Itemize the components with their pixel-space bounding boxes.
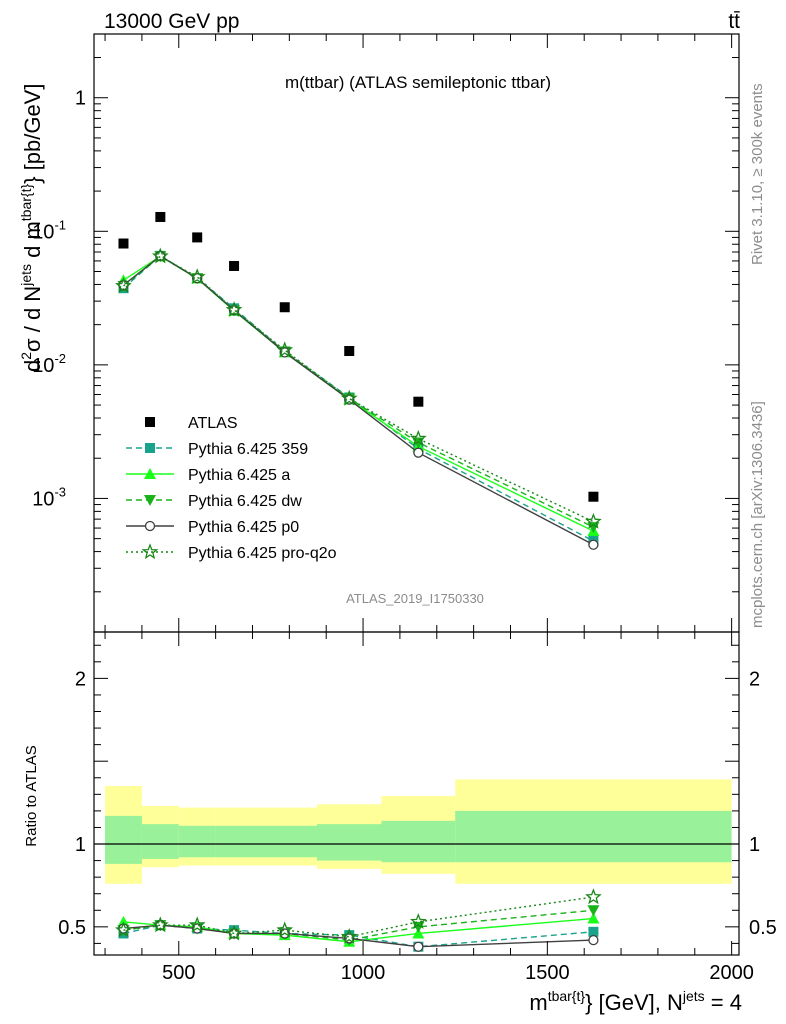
ratio-y-tick-label-right: 2 — [749, 668, 760, 690]
header-process-label: tt̄ — [728, 10, 740, 33]
ratio-line-proq2o — [123, 896, 594, 938]
ratio-point-proq2o-2 — [188, 916, 206, 933]
legend-marker-p359 — [145, 443, 155, 453]
point-data-5 — [344, 345, 355, 356]
point-data-7 — [588, 491, 599, 502]
band-inner-2 — [178, 825, 216, 858]
main-y-tick-label: 1 — [75, 88, 86, 110]
legend-label-p359: Pythia 6.425 359 — [188, 441, 308, 458]
ratio-point-p0-6 — [413, 941, 424, 952]
ratio-y-tick-label-left: 1 — [75, 834, 86, 856]
point-proq2o-0 — [115, 277, 132, 294]
ratio-line-p0 — [123, 924, 594, 948]
ratio-plot-frame — [93, 631, 740, 956]
rivet-version-label: Rivet 3.1.10, ≥ 300k events — [749, 83, 766, 265]
main-y-axis-label: d2σ / d Njets d mtbar{t}} [pb/GeV] — [18, 84, 45, 372]
ratio-plot-panel: 0.5 0.5 1 1 2 2 500 1000 1500 2000 Ratio to ATLAS… — [23, 631, 777, 1015]
legend-label-a: Pythia 6.425 a — [188, 467, 290, 484]
main-y-tick-label: 10-2 — [32, 351, 66, 377]
ratio-point-proq2o-0 — [115, 921, 132, 938]
point-data-2 — [192, 232, 203, 243]
point-data-3 — [229, 260, 240, 271]
analysis-watermark: ATLAS_2019_I1750330 — [346, 591, 484, 606]
legend-marker-data — [145, 417, 155, 427]
band-inner-3 — [215, 825, 253, 858]
main-ylabel-text: d2σ / d Njets d mtbar{t}} [pb/GeV] — [18, 84, 45, 372]
band-inner-5 — [316, 824, 382, 861]
point-proq2o-4 — [276, 341, 294, 358]
ratio-point-a-0 — [117, 915, 130, 927]
x-tick-label: 500 — [162, 962, 195, 984]
band-inner-6 — [381, 820, 456, 863]
band-inner-4 — [252, 825, 317, 858]
point-data-1 — [155, 211, 166, 222]
main-y-tick-label: 10-3 — [32, 484, 66, 510]
mcplots-label: mcplots.cern.ch [arXiv:1306.3436] — [749, 401, 766, 628]
legend-label-p0: Pythia 6.425 p0 — [188, 519, 299, 536]
main-marks-layer — [115, 211, 602, 550]
x-tick-label: 1000 — [341, 962, 386, 984]
ratio-y-tick-label-right: 0.5 — [749, 917, 777, 939]
point-proq2o-1 — [151, 247, 169, 264]
ratio-y-tick-label-left: 0.5 — [58, 917, 86, 939]
main-plot-panel: 10-3 10-2 10-1 1 m(ttbar) (ATLAS semilepton… — [18, 33, 740, 633]
band-inner-0 — [105, 815, 142, 864]
xlabel-text: mtbar{t}} [GeV], Njets = 4 — [529, 988, 742, 1015]
legend-label-dw: Pythia 6.425 dw — [188, 493, 302, 510]
point-p0-7 — [588, 539, 599, 550]
ratio-point-proq2o-7 — [585, 888, 602, 905]
ratio-uncertainty-bands — [94, 779, 739, 884]
ratio-point-proq2o-3 — [225, 924, 243, 941]
x-tick-label: 2000 — [709, 962, 754, 984]
point-proq2o-6 — [409, 429, 427, 446]
point-proq2o-3 — [225, 301, 243, 317]
ratio-point-proq2o-5 — [340, 927, 358, 944]
ratio-point-p359-7 — [588, 926, 599, 937]
main-plot-frame — [93, 33, 740, 633]
legend-marker-proq2o — [141, 543, 159, 560]
point-data-4 — [279, 302, 290, 313]
point-proq2o-5 — [340, 389, 358, 406]
series-line-a — [123, 255, 594, 532]
header-energy-label: 13000 GeV pp — [104, 10, 239, 33]
legend-marker-p0 — [144, 520, 156, 532]
main-y-tick-label: 10-1 — [32, 217, 66, 243]
point-proq2o-7 — [585, 512, 602, 529]
point-p0-6 — [413, 447, 424, 458]
x-tick-label: 1500 — [525, 962, 570, 984]
x-axis-label: mtbar{t}} [GeV], Njets = 4 — [529, 988, 742, 1015]
point-data-0 — [118, 238, 129, 249]
legend-label-data: ATLAS — [188, 415, 238, 432]
ratio-point-proq2o-4 — [276, 921, 294, 938]
ratio-ylabel: Ratio to ATLAS — [23, 745, 40, 846]
band-inner-7 — [455, 810, 732, 863]
legend: ATLAS Pythia 6.425 359 Pythia 6.425 a Pythi… — [126, 415, 337, 562]
main-axes-layer: 10-3 10-2 10-1 1 — [32, 33, 739, 632]
ratio-y-tick-label-left: 2 — [75, 668, 86, 690]
series-line-proq2o — [123, 255, 594, 523]
ratio-point-dw-7 — [587, 905, 600, 917]
series-line-dw — [123, 255, 594, 528]
ratio-marks-layer — [115, 888, 602, 952]
legend-marker-a — [144, 468, 156, 479]
series-line-p0 — [123, 255, 594, 546]
ratio-y-tick-label-right: 1 — [749, 834, 760, 856]
point-p0-2 — [192, 273, 203, 284]
point-proq2o-2 — [188, 268, 206, 285]
point-data-6 — [413, 396, 424, 407]
plot-title: m(ttbar) (ATLAS semileptonic ttbar) — [285, 73, 551, 92]
band-inner-1 — [141, 824, 179, 859]
ratio-point-p0-7 — [588, 934, 599, 946]
ratio-point-a-6 — [412, 927, 425, 939]
ratio-point-proq2o-6 — [410, 913, 427, 929]
legend-marker-dw — [144, 495, 156, 506]
ratio-axes-layer: 0.5 0.5 1 1 2 2 500 1000 1500 2000 — [58, 632, 777, 984]
ratio-point-a-7 — [587, 912, 600, 924]
legend-label-proq2o: Pythia 6.425 pro-q2o — [188, 545, 337, 562]
ratio-point-proq2o-1 — [151, 916, 169, 933]
